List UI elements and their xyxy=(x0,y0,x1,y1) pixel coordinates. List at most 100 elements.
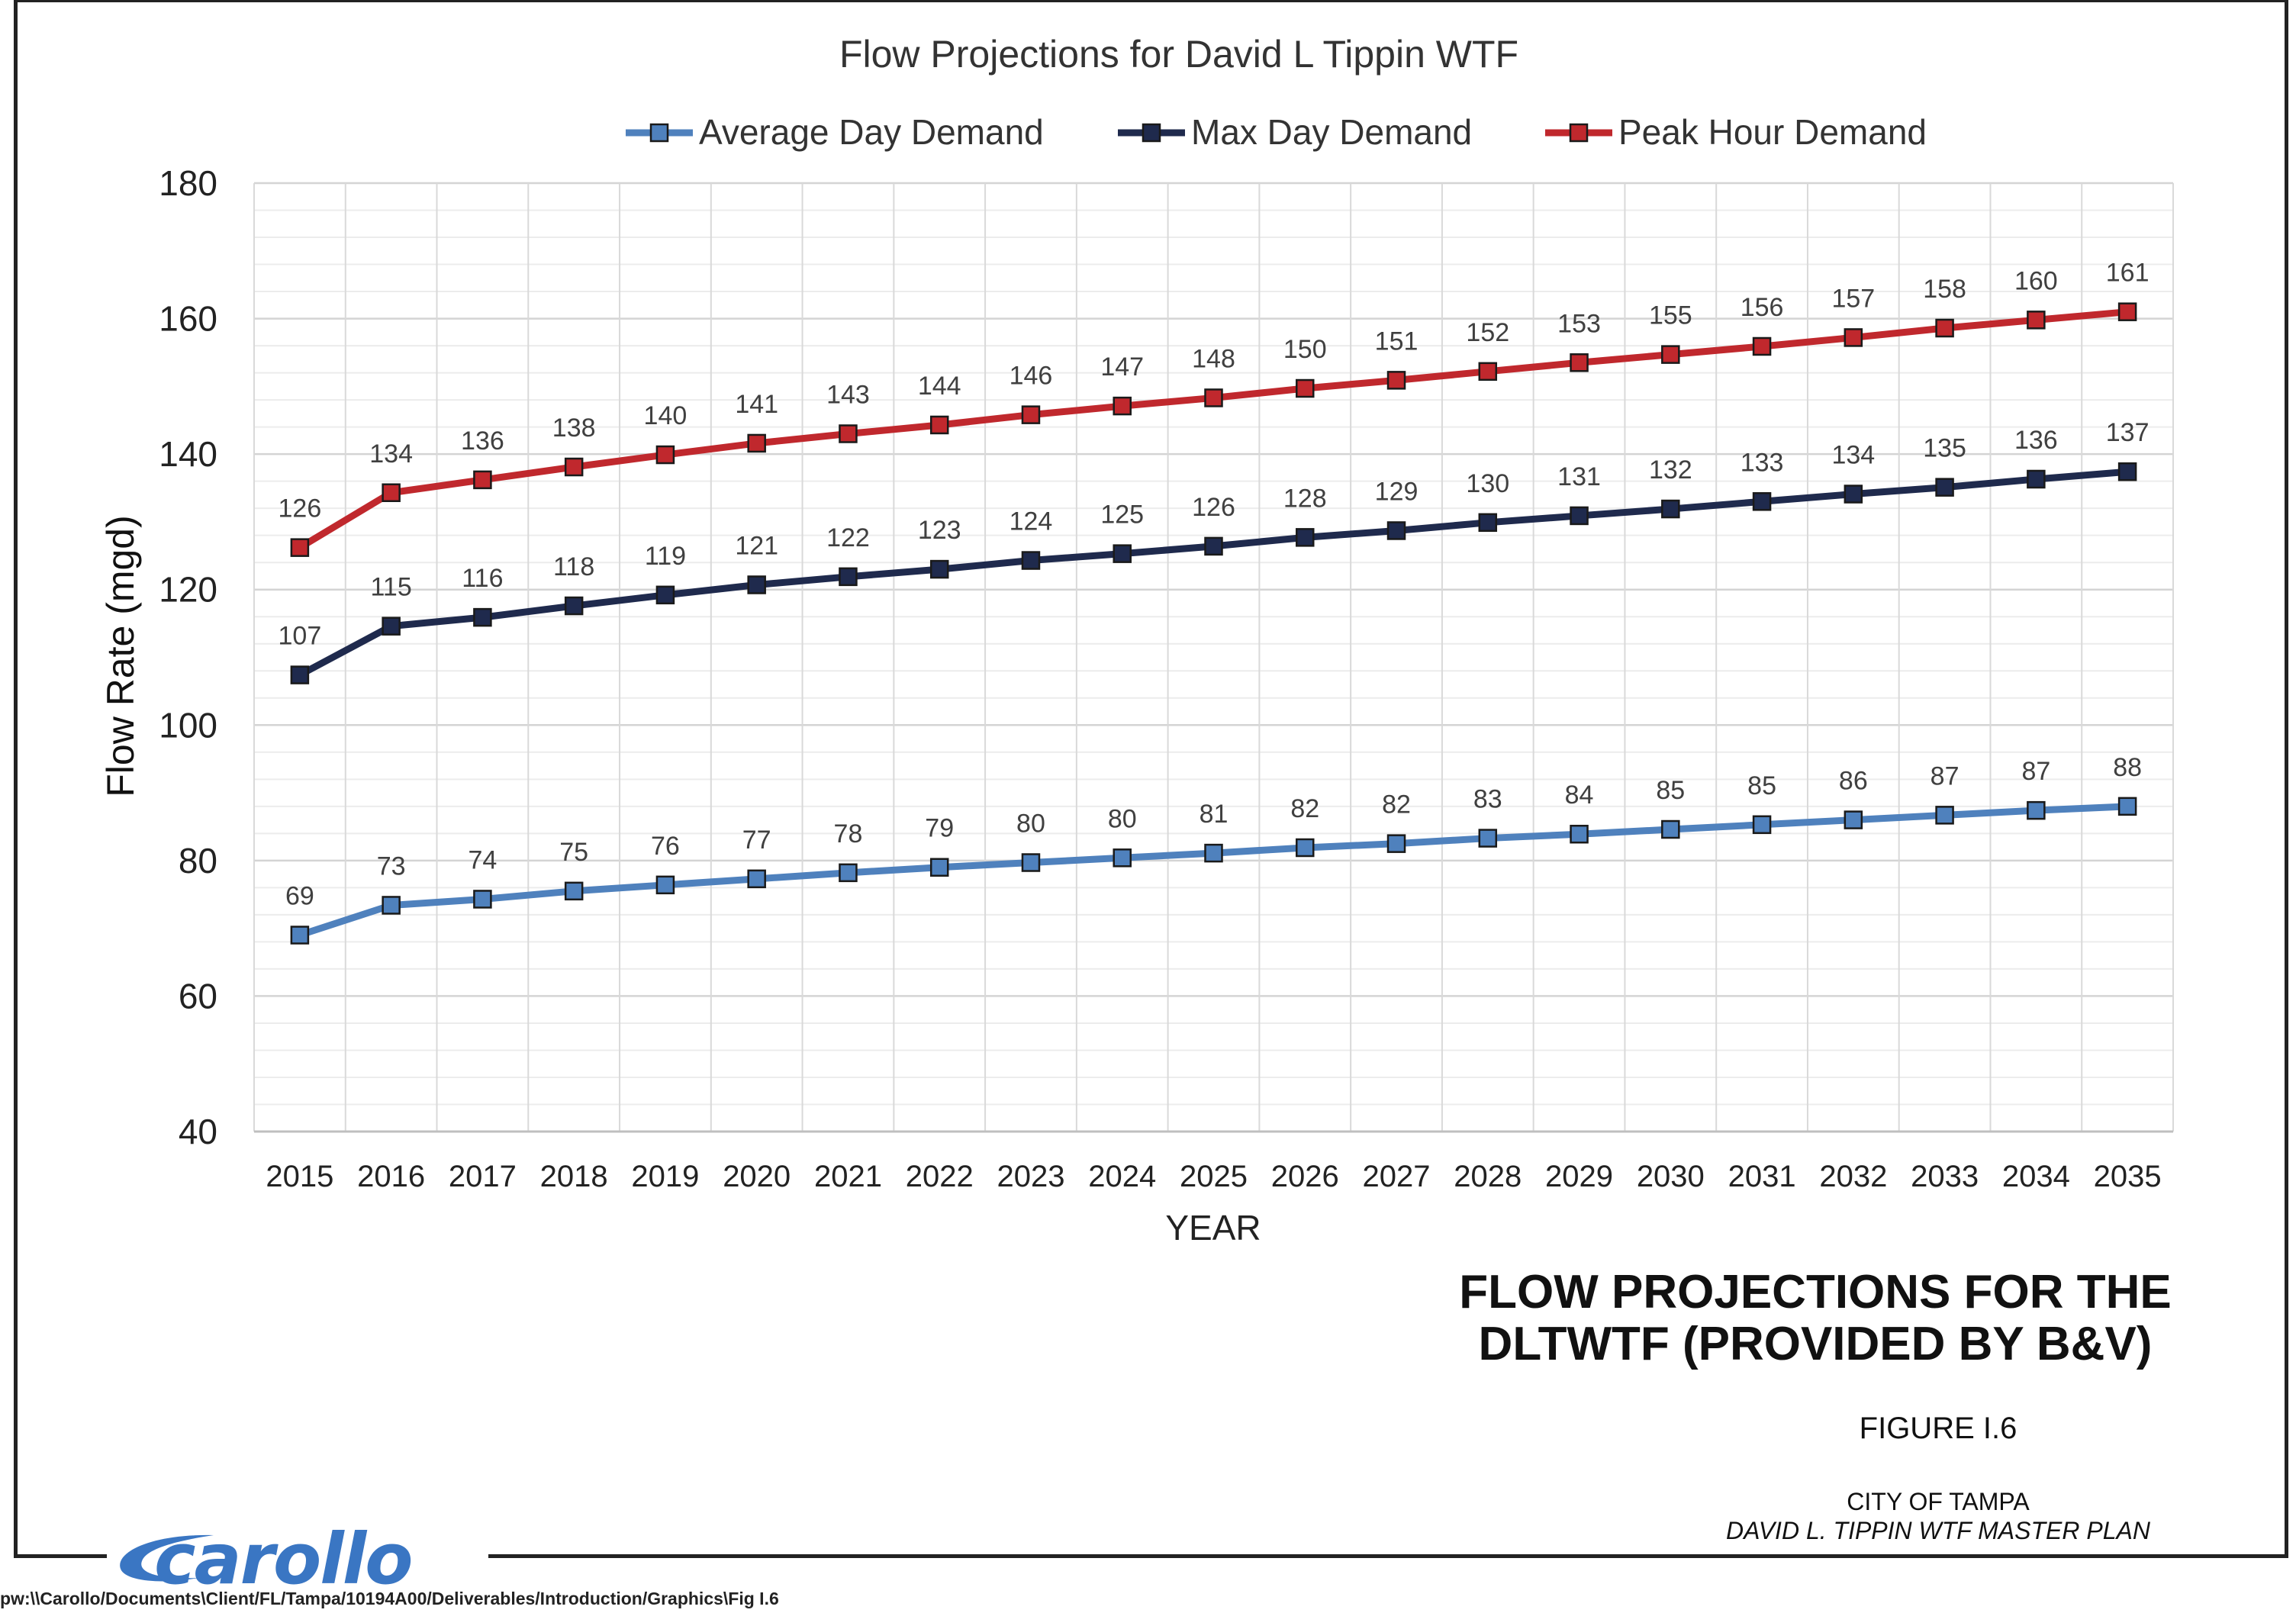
data-label: 155 xyxy=(1649,301,1692,330)
data-point xyxy=(1296,378,1315,398)
data-label: 134 xyxy=(369,439,413,468)
x-tick-label: 2033 xyxy=(1911,1160,1979,1193)
data-label: 158 xyxy=(1923,275,1966,304)
report-title: FLOW PROJECTIONS FOR THE DLTWTF (PROVIDE… xyxy=(1357,1267,2273,1370)
data-label: 115 xyxy=(371,573,412,602)
data-point xyxy=(655,875,675,895)
data-point xyxy=(1752,815,1772,835)
data-point xyxy=(1935,806,1954,825)
data-point xyxy=(1844,810,1863,829)
x-axis-label: YEAR xyxy=(1165,1208,1261,1248)
x-tick-label: 2015 xyxy=(266,1160,333,1193)
data-point xyxy=(1204,843,1223,863)
data-label: 87 xyxy=(1931,761,1959,790)
data-label: 69 xyxy=(285,882,314,911)
data-point xyxy=(929,415,949,435)
data-label: 150 xyxy=(1283,335,1327,364)
data-label: 123 xyxy=(918,516,961,545)
data-label: 125 xyxy=(1100,501,1144,530)
y-tick-label: 60 xyxy=(179,976,217,1016)
data-point xyxy=(929,858,949,877)
data-label: 107 xyxy=(279,622,322,651)
data-point xyxy=(1661,499,1680,519)
y-tick-label: 140 xyxy=(159,434,217,474)
data-label: 126 xyxy=(279,494,322,523)
data-point xyxy=(1021,853,1041,872)
x-tick-label: 2025 xyxy=(1180,1160,1248,1193)
y-tick-label: 180 xyxy=(159,163,217,203)
data-label: 160 xyxy=(2014,266,2058,295)
data-label: 136 xyxy=(461,427,504,456)
data-point xyxy=(564,881,584,901)
data-point xyxy=(290,538,310,557)
data-point xyxy=(1113,848,1132,868)
series-max-day-demand: 107 115 116 118 119 121 122 123 124 125 126 128 129 1… xyxy=(279,418,2149,684)
data-label: 161 xyxy=(2106,259,2149,288)
data-point xyxy=(1935,318,1954,338)
x-tick-label: 2026 xyxy=(1271,1160,1339,1193)
data-point xyxy=(2117,797,2137,816)
data-label: 84 xyxy=(1565,781,1594,810)
legend-marker xyxy=(1569,123,1589,143)
data-point xyxy=(1570,506,1589,526)
figure-frame xyxy=(14,0,2288,1558)
data-point xyxy=(564,596,584,616)
x-tick-label: 2016 xyxy=(357,1160,425,1193)
data-point xyxy=(2027,800,2046,820)
data-label: 128 xyxy=(1283,484,1327,513)
data-label: 131 xyxy=(1557,462,1601,491)
data-label: 130 xyxy=(1466,469,1509,498)
data-label: 147 xyxy=(1100,353,1144,382)
data-label: 85 xyxy=(1656,776,1685,805)
data-point xyxy=(290,665,310,684)
x-tick-label: 2024 xyxy=(1088,1160,1156,1193)
data-label: 146 xyxy=(1010,362,1053,391)
data-point xyxy=(839,567,858,587)
data-label: 122 xyxy=(826,523,870,552)
chart-legend: Average Day Demand Max Day Demand Peak Hou… xyxy=(626,112,1927,152)
data-point xyxy=(1752,492,1772,511)
x-tick-label: 2018 xyxy=(540,1160,608,1193)
data-point xyxy=(1570,824,1589,844)
data-label: 82 xyxy=(1290,794,1319,823)
client-name: CITY OF TAMPA xyxy=(1847,1488,2030,1515)
data-label: 74 xyxy=(468,845,497,874)
y-tick-label: 120 xyxy=(159,570,217,610)
x-tick-label: 2032 xyxy=(1819,1160,1887,1193)
data-label: 88 xyxy=(2113,753,2142,782)
data-label: 136 xyxy=(2014,426,2058,455)
series-average-day-demand: 69 73 74 75 76 77 78 79 80 80 81 82 82 83 84 85 85 86 87 87… xyxy=(285,753,2142,945)
data-point xyxy=(1661,819,1680,839)
carollo-logo: carollo xyxy=(107,1518,488,1600)
data-label: 118 xyxy=(553,552,594,581)
legend-label: Max Day Demand xyxy=(1191,112,1472,152)
x-tick-label: 2027 xyxy=(1363,1160,1431,1193)
data-point xyxy=(1752,336,1772,356)
data-label: 119 xyxy=(645,542,686,571)
data-point xyxy=(382,617,401,636)
data-point xyxy=(473,607,492,627)
y-axis-label: Flow Rate (mgd) xyxy=(99,515,142,797)
data-point xyxy=(2027,469,2046,489)
data-point xyxy=(1113,544,1132,563)
data-point xyxy=(655,585,675,605)
data-label: 143 xyxy=(826,381,870,410)
data-label: 121 xyxy=(735,531,778,560)
data-point xyxy=(929,559,949,579)
data-label: 81 xyxy=(1200,800,1229,829)
figure-number: FIGURE I.6 xyxy=(1859,1412,2017,1445)
x-tick-label: 2031 xyxy=(1728,1160,1796,1193)
data-point xyxy=(655,445,675,465)
legend-item: Max Day Demand xyxy=(1118,112,1472,152)
data-point xyxy=(839,424,858,443)
project-name: DAVID L. TIPPIN WTF MASTER PLAN xyxy=(1726,1517,2150,1544)
data-label: 134 xyxy=(1831,441,1875,470)
data-point xyxy=(1021,405,1041,424)
data-label: 132 xyxy=(1649,456,1692,485)
y-tick-label: 100 xyxy=(159,705,217,745)
data-label: 82 xyxy=(1382,790,1411,819)
data-point xyxy=(2117,462,2137,481)
data-label: 86 xyxy=(1839,767,1868,796)
x-tick-label: 2022 xyxy=(906,1160,974,1193)
